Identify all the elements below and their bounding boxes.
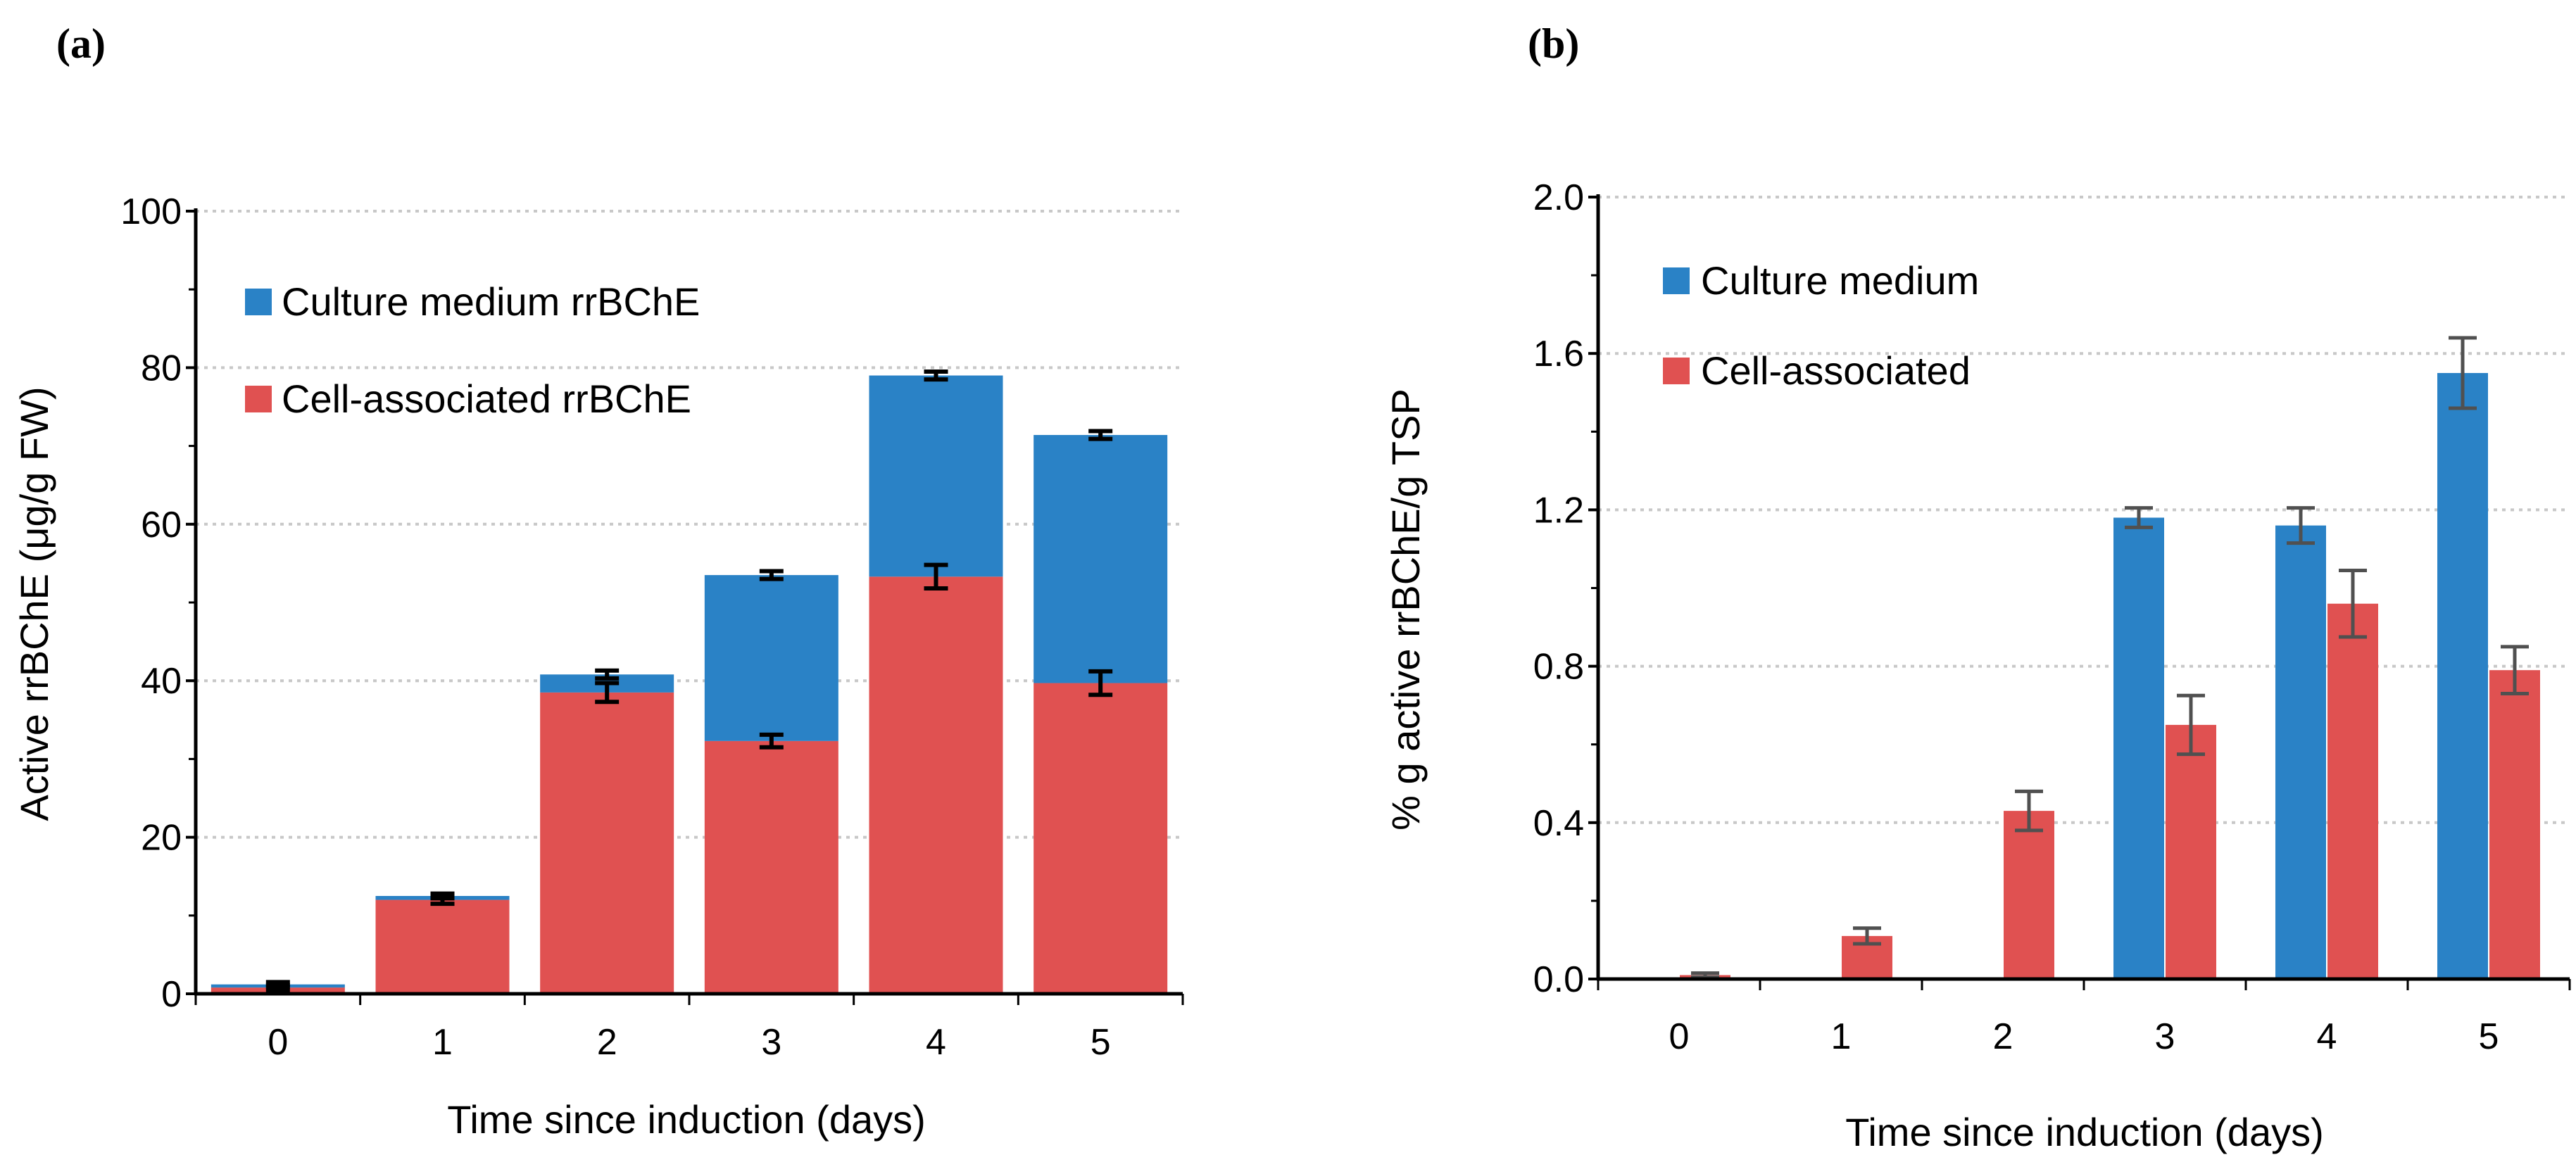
panel-b-label: (b): [1528, 20, 1579, 67]
panel-b-bars: [1680, 372, 2540, 979]
panel-b-bar-culture-medium-day-3: [2113, 517, 2164, 979]
panel-a-y-tick-labels: 0 20 40 60 80 100: [120, 191, 182, 1015]
panel-a-legend-label-cell-associated: Cell-associated rrBChE: [282, 377, 691, 421]
panel-a-label: (a): [56, 20, 106, 67]
panel-a-x-tick-2: 2: [597, 1022, 617, 1063]
panel-a-bar-cell-associated-rrbche-day-1: [375, 899, 510, 994]
panel-a-bar-culture-medium-rrbche-day-5: [1033, 435, 1168, 683]
panel-a-bar-culture-medium-rrbche-day-3: [704, 575, 838, 741]
panel-b-bar-cell-associated-day-4: [2327, 603, 2378, 979]
panel-a-x-tick-5: 5: [1091, 1022, 1111, 1063]
panel-b-bar-cell-associated-day-5: [2489, 670, 2540, 979]
panel-b-bar-culture-medium-day-5: [2437, 372, 2488, 979]
panel-b-x-tick-5: 5: [2479, 1016, 2499, 1057]
panel-b-y-tick-1-6: 1.6: [1533, 334, 1584, 374]
panel-a-error-bars: [265, 369, 1113, 992]
panel-a-y-axis-title: Active rrBChE (μg/g FW): [12, 386, 56, 821]
panel-a-x-tick-4: 4: [926, 1022, 946, 1063]
panel-a-y-tick-0: 0: [161, 974, 182, 1015]
panel-b-bar-cell-associated-day-3: [2166, 724, 2216, 979]
panel-b-y-tick-labels: 0.0 0.4 0.8 1.2 1.6 2.0: [1533, 177, 1584, 1000]
panel-b-x-tick-2: 2: [1993, 1016, 2013, 1057]
panel-a-legend-swatch-culture-medium: [245, 289, 272, 315]
panel-b-x-axis-title: Time since induction (days): [1845, 1110, 2324, 1154]
panel-a-bars: [211, 375, 1168, 994]
panel-a-legend-swatch-cell-associated: [245, 386, 272, 412]
panel-a-legend: Culture medium rrBChE Cell-associated rr…: [245, 279, 700, 421]
panel-b-y-tick-0-4: 0.4: [1533, 803, 1584, 844]
panel-b-legend-swatch-culture-medium: [1663, 267, 1690, 294]
panel-b-legend-label-cell-associated: Cell-associated: [1701, 348, 1971, 393]
panel-b-x-tick-4: 4: [2317, 1016, 2337, 1057]
panel-a-y-tick-40: 40: [141, 661, 182, 702]
panel-b-y-tick-0-0: 0.0: [1533, 959, 1584, 1000]
panel-a-bar-cell-associated-rrbche-day-3: [704, 740, 838, 994]
panel-b-x-tick-labels: 0 1 2 3 4 5: [1669, 1016, 2499, 1057]
panel-b-legend-swatch-cell-associated: [1663, 358, 1690, 384]
panel-a-gridlines: [196, 210, 1183, 839]
panel-b-bar-cell-associated-day-2: [2004, 811, 2054, 979]
panel-a-x-tick-3: 3: [761, 1022, 781, 1063]
panel-a-bar-cell-associated-rrbche-day-4: [869, 576, 1003, 994]
panel-a-bar-cell-associated-rrbche-day-2: [540, 692, 674, 994]
panel-a-x-tick-0: 0: [268, 1022, 288, 1063]
panel-a-y-tick-20: 20: [141, 818, 182, 859]
panel-b-bar-culture-medium-day-4: [2275, 525, 2326, 979]
panel-a-y-tick-100: 100: [120, 191, 182, 232]
panel-b-axes: [1588, 194, 2571, 990]
panel-a-x-tick-1: 1: [432, 1022, 453, 1063]
panel-a-bar-cell-associated-rrbche-day-5: [1033, 683, 1168, 994]
panel-b-gridlines: [1598, 196, 2570, 824]
panel-a-y-tick-80: 80: [141, 348, 182, 389]
panel-b-y-tick-0-8: 0.8: [1533, 647, 1584, 688]
panel-a-x-tick-labels: 0 1 2 3 4 5: [268, 1022, 1110, 1063]
panel-a-legend-label-culture-medium: Culture medium rrBChE: [282, 279, 700, 324]
panel-b-legend-label-culture-medium: Culture medium: [1701, 258, 1979, 303]
panel-b-y-axis-title: % g active rrBChE/g TSP: [1383, 389, 1428, 831]
panel-a-axes: [186, 208, 1184, 1005]
panel-b-x-tick-0: 0: [1669, 1016, 1690, 1057]
panel-b-y-tick-1-2: 1.2: [1533, 490, 1584, 531]
panel-a-x-axis-title: Time since induction (days): [447, 1097, 926, 1142]
panel-b-error-bars: [1691, 336, 2529, 979]
panel-a: (a) 0 20 40 60 80 100 0 1 2 3 4 5 Time since induc…: [12, 20, 1184, 1142]
panel-a-y-tick-60: 60: [141, 505, 182, 545]
panel-a-bar-culture-medium-rrbche-day-4: [869, 375, 1003, 577]
panel-b-y-tick-2-0: 2.0: [1533, 177, 1584, 218]
panel-b-x-tick-3: 3: [2155, 1016, 2175, 1057]
panel-b: (b) 0.0 0.4 0.8 1.2 1.6 2.0 0 1 2 3 4 5 Time since…: [1383, 20, 2571, 1154]
panel-b-legend: Culture medium Cell-associated: [1663, 258, 1979, 393]
panel-b-x-tick-1: 1: [1831, 1016, 1852, 1057]
